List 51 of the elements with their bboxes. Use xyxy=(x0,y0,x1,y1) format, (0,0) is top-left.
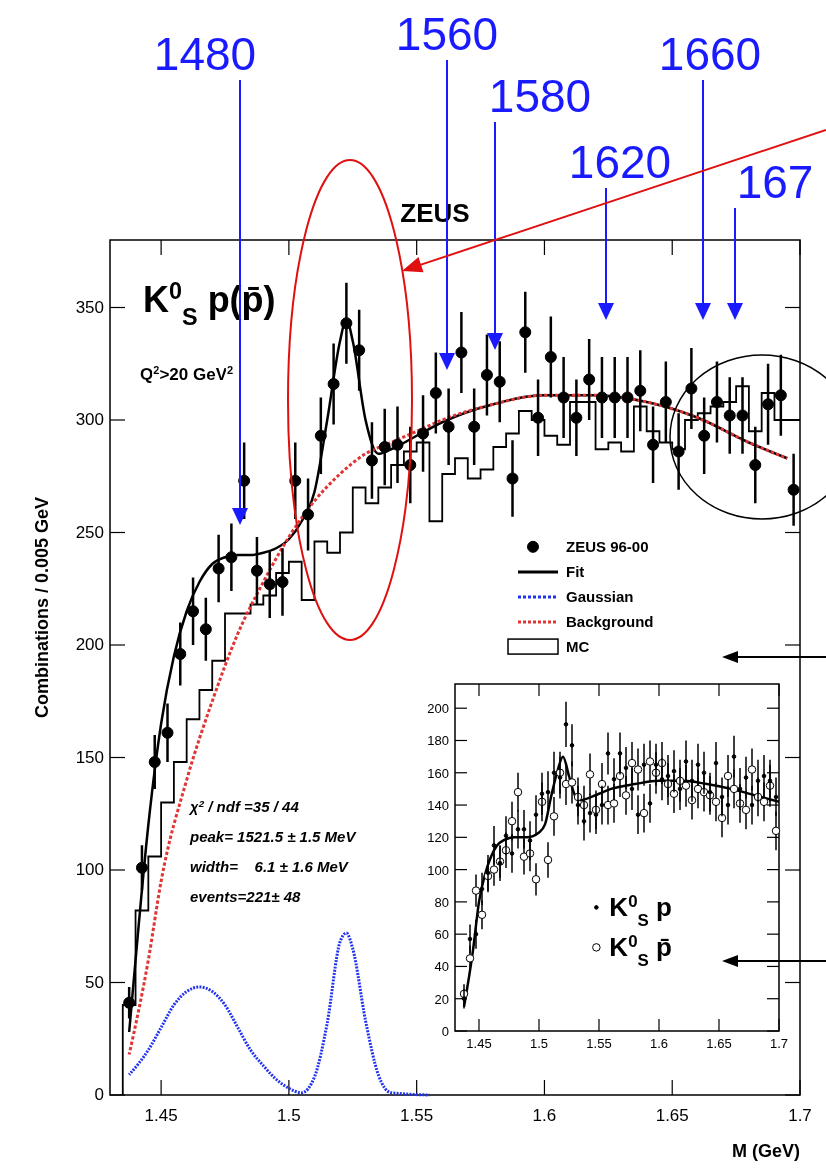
y-tick-label: 80 xyxy=(434,894,449,910)
x-tick-label: 1.45 xyxy=(144,1106,178,1125)
legend-label: ZEUS 96-00 xyxy=(566,538,649,556)
y-tick-label: 120 xyxy=(427,830,449,846)
x-tick-label: 1.65 xyxy=(655,1106,689,1125)
y-tick-label: 350 xyxy=(75,297,104,317)
y-tick-label: 200 xyxy=(427,701,449,717)
y-tick-label: 100 xyxy=(75,860,104,879)
y-tick-label: 250 xyxy=(75,522,104,542)
y-axis-title: Combinations / 0.005 GeV xyxy=(32,496,52,719)
x-tick-label: 1.65 xyxy=(706,1036,732,1051)
x-tick-label: 1.6 xyxy=(649,1036,669,1051)
y-tick-label: 300 xyxy=(75,410,104,429)
x-tick-label: 1.5 xyxy=(277,1106,301,1125)
text: 167 xyxy=(736,156,814,208)
annotation: width= 6.1 ± 1.6 MeV xyxy=(190,858,350,875)
legend-label: Background xyxy=(566,613,654,631)
x-axis-title: M (GeV) xyxy=(731,1141,800,1161)
x-tick-label: 1.55 xyxy=(400,1106,434,1125)
annotation: χ$^{2}$ / ndf =35 / 44 xyxy=(188,797,300,815)
text: 1620 xyxy=(568,136,672,188)
text: 1480 xyxy=(153,28,257,80)
y-tick-label: 180 xyxy=(427,733,449,749)
x-tick-label: 1.7 xyxy=(769,1036,789,1051)
y-tick-label: 140 xyxy=(427,798,449,814)
y-tick-label: 200 xyxy=(75,635,104,654)
annotation: events=221± 48 xyxy=(190,888,302,905)
legend-label: Fit xyxy=(566,563,585,581)
y-tick-label: 150 xyxy=(75,747,104,767)
text: 1580 xyxy=(488,70,592,122)
y-tick-label: 0 xyxy=(441,1024,449,1039)
x-tick-label: 1.5 xyxy=(529,1036,549,1051)
legend-label: K$^{0}$$_{S}$ p̄ xyxy=(609,931,672,970)
y-tick-label: 40 xyxy=(434,959,449,975)
x-tick-label: 1.55 xyxy=(586,1036,612,1051)
y-tick-label: 60 xyxy=(434,927,449,943)
x-tick-label: 1.7 xyxy=(788,1106,812,1125)
y-tick-label: 160 xyxy=(427,765,449,781)
y-tick-label: 20 xyxy=(434,991,449,1007)
series-label: MC xyxy=(566,638,590,656)
annotation: Q$^{2}$>20 GeV$^{2}$ xyxy=(140,364,234,384)
x-tick-label: 1.6 xyxy=(532,1106,557,1125)
x-tick-label: 1.45 xyxy=(466,1036,492,1051)
y-tick-label: 50 xyxy=(85,972,104,992)
text: 1560 xyxy=(395,8,499,60)
y-tick-label: 100 xyxy=(427,862,449,878)
legend-label: K$^{0}$$_{S}$ p xyxy=(609,891,672,930)
legend-label: Gaussian xyxy=(566,588,634,606)
text: 1660 xyxy=(658,28,762,80)
annotation: peak= 1521.5 ± 1.5 MeV xyxy=(189,828,358,845)
y-tick-label: 0 xyxy=(94,1085,104,1104)
